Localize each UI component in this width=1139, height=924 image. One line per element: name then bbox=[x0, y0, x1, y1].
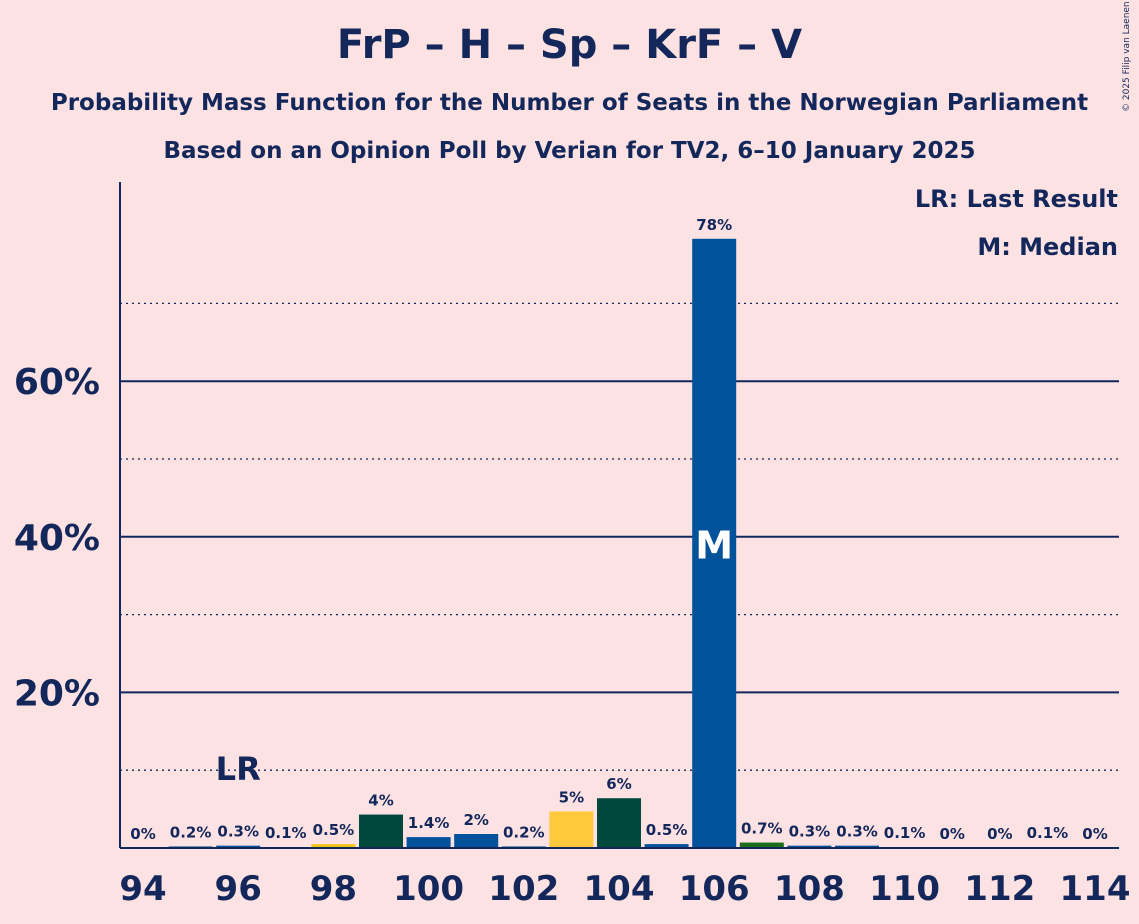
y-tick-label: 60% bbox=[14, 362, 100, 403]
y-tick-label: 20% bbox=[14, 673, 100, 714]
data-label: 0.7% bbox=[741, 820, 783, 838]
data-label: 0% bbox=[939, 825, 964, 843]
chart-title: FrP – H – Sp – KrF – V bbox=[336, 22, 803, 68]
x-tick-label: 100 bbox=[393, 869, 464, 909]
data-label: 0.3% bbox=[217, 823, 259, 841]
bar-seat-103 bbox=[549, 811, 594, 848]
x-tick-label: 98 bbox=[310, 869, 357, 909]
data-label: 1.4% bbox=[408, 814, 450, 832]
x-tick-label: 114 bbox=[1060, 869, 1131, 909]
bar-seat-104 bbox=[597, 798, 641, 848]
last-result-marker: LR bbox=[216, 750, 261, 788]
x-tick-label: 102 bbox=[488, 869, 559, 909]
x-tick-label: 112 bbox=[964, 869, 1035, 909]
bar-seat-106 bbox=[692, 238, 737, 849]
data-label: 0.1% bbox=[1027, 824, 1069, 842]
chart-subtitle: Probability Mass Function for the Number… bbox=[50, 90, 1089, 116]
data-label: 4% bbox=[368, 792, 393, 810]
data-label: 0% bbox=[987, 825, 1012, 843]
bar-seat-101 bbox=[454, 833, 499, 848]
legend-median: M: Median bbox=[977, 233, 1118, 261]
data-label: 0.2% bbox=[503, 823, 545, 841]
legend-last-result: LR: Last Result bbox=[914, 185, 1118, 213]
bar-seat-98 bbox=[311, 844, 356, 848]
chart-source-subtitle: Based on an Opinion Poll by Verian for T… bbox=[163, 138, 976, 164]
data-label: 2% bbox=[463, 811, 488, 829]
data-label: 0% bbox=[130, 825, 155, 843]
x-tick-label: 104 bbox=[584, 869, 655, 909]
bar-seat-96 bbox=[216, 845, 261, 848]
bar-seat-107 bbox=[739, 842, 784, 848]
y-tick-label: 40% bbox=[14, 518, 100, 559]
x-tick-label: 96 bbox=[215, 869, 262, 909]
data-label: 0.1% bbox=[884, 824, 926, 842]
bar-seat-108 bbox=[787, 845, 832, 848]
x-tick-label: 110 bbox=[869, 869, 940, 909]
bar-seat-105 bbox=[644, 844, 689, 848]
data-label: 6% bbox=[606, 775, 631, 793]
data-label: 5% bbox=[559, 788, 584, 806]
bar-seat-99 bbox=[359, 814, 403, 848]
median-marker: M bbox=[695, 523, 733, 567]
bar-seat-100 bbox=[406, 837, 451, 848]
data-label: 0.3% bbox=[836, 823, 878, 841]
data-label: 0.5% bbox=[313, 821, 355, 839]
x-tick-label: 106 bbox=[679, 869, 750, 909]
x-tick-label: 94 bbox=[119, 869, 166, 909]
data-label: 0% bbox=[1082, 825, 1107, 843]
data-label: 0.1% bbox=[265, 824, 307, 842]
data-label: 78% bbox=[696, 216, 732, 234]
data-label: 0.3% bbox=[789, 823, 831, 841]
data-label: 0.5% bbox=[646, 821, 688, 839]
bar-seat-109 bbox=[835, 845, 879, 848]
x-tick-label: 108 bbox=[774, 869, 845, 909]
data-label: 0.2% bbox=[170, 823, 212, 841]
